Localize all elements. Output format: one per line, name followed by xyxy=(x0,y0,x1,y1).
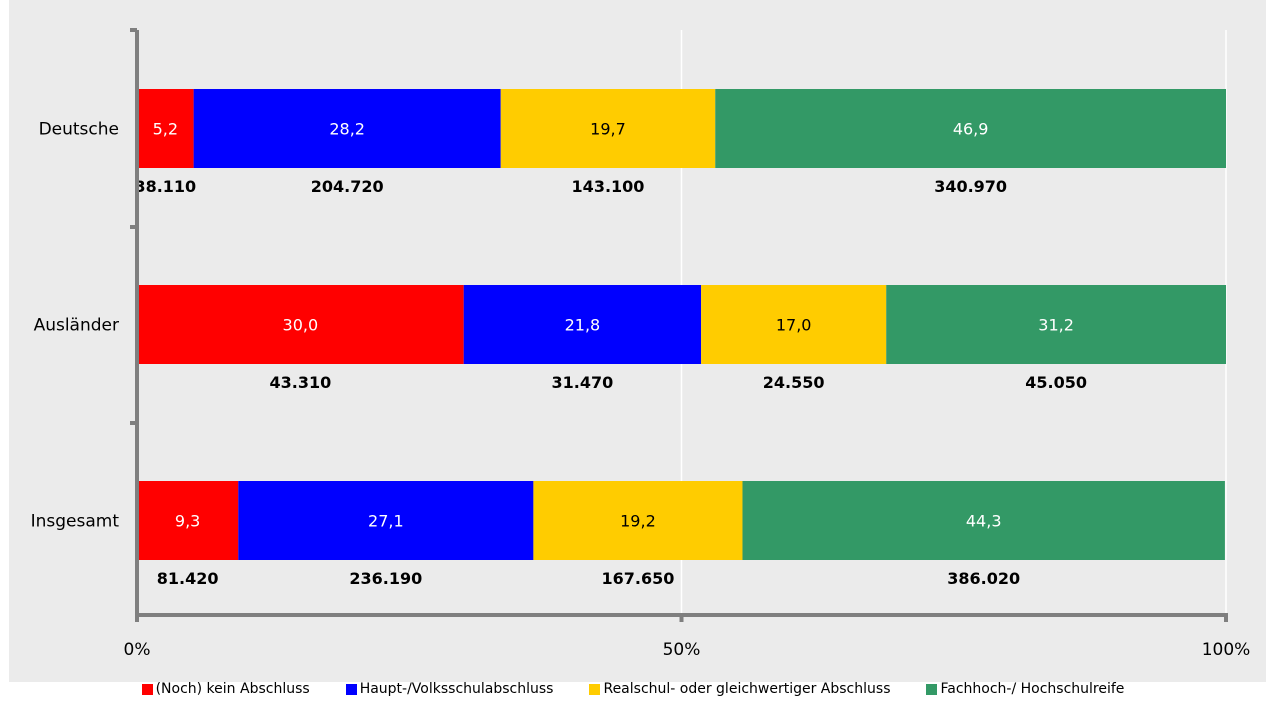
count-label-1-3: 45.050 xyxy=(1025,373,1087,392)
bar-segment-0-3 xyxy=(715,89,1226,168)
bar-segment-1-1 xyxy=(463,285,702,364)
bar-segment-0-1 xyxy=(193,89,501,168)
data-label-2-2: 19,2 xyxy=(620,512,656,531)
count-label-2-3: 386.020 xyxy=(947,569,1020,588)
data-label-1-3: 31,2 xyxy=(1038,316,1074,335)
legend-item-2: Realschul- oder gleichwertiger Abschluss xyxy=(589,681,890,697)
data-label-0-2: 19,7 xyxy=(590,120,626,139)
count-label-0-0: 38.110 xyxy=(134,177,196,196)
legend-label-3: Fachhoch-/ Hochschulreife xyxy=(940,681,1125,697)
legend-item-3: Fachhoch-/ Hochschulreife xyxy=(926,681,1124,697)
legend-label-2: Realschul- oder gleichwertiger Abschluss xyxy=(603,681,891,697)
legend-swatch-2 xyxy=(589,683,601,695)
data-label-2-3: 44,3 xyxy=(966,512,1002,531)
bar-segment-0-2 xyxy=(500,89,716,168)
count-label-1-1: 31.470 xyxy=(552,373,614,392)
x-tick-label-0: 0% xyxy=(124,640,151,660)
count-label-2-2: 167.650 xyxy=(602,569,675,588)
count-label-0-1: 204.720 xyxy=(311,177,384,196)
bar-segment-1-3 xyxy=(886,285,1226,364)
stacked-bar-chart: 5,2 38.110 28,2 204.720 19,7 143.100 46,9 340.9… xyxy=(31,28,1251,660)
bar-segment-2-2 xyxy=(533,481,743,560)
count-label-2-0: 81.420 xyxy=(157,569,219,588)
legend: (Noch) kein Abschluss Haupt-/Volksschulab… xyxy=(0,678,1266,700)
legend-item-1: Haupt-/Volksschulabschluss xyxy=(345,681,554,697)
legend-label-0: (Noch) kein Abschluss xyxy=(155,681,310,697)
data-label-0-3: 46,9 xyxy=(953,120,989,139)
data-label-2-1: 27,1 xyxy=(368,512,404,531)
legend-item-0: (Noch) kein Abschluss xyxy=(141,681,310,697)
legend-label-1: Haupt-/Volksschulabschluss xyxy=(359,681,554,697)
x-tick-label-50: 50% xyxy=(663,640,701,660)
bar-segment-2-0 xyxy=(137,481,239,560)
legend-swatch-0 xyxy=(141,683,153,695)
data-label-1-1: 21,8 xyxy=(565,316,601,335)
x-tick-label-100: 100% xyxy=(1202,640,1251,660)
bar-segment-2-1 xyxy=(238,481,534,560)
bar-segment-2-3 xyxy=(742,481,1225,560)
category-label-0: Deutsche xyxy=(39,120,119,140)
category-label-1: Ausländer xyxy=(34,316,119,336)
count-label-0-2: 143.100 xyxy=(572,177,645,196)
bar-segment-0-0 xyxy=(137,89,194,168)
data-label-0-1: 28,2 xyxy=(329,120,365,139)
bar-segment-1-2 xyxy=(701,285,887,364)
chart-area: 5,2 38.110 28,2 204.720 19,7 143.100 46,9 340.9… xyxy=(9,0,1266,682)
data-label-2-0: 9,3 xyxy=(175,512,200,531)
data-label-0-0: 5,2 xyxy=(153,120,178,139)
legend-swatch-1 xyxy=(345,683,357,695)
count-label-0-3: 340.970 xyxy=(934,177,1007,196)
data-label-1-0: 30,0 xyxy=(283,316,319,335)
legend-swatch-3 xyxy=(926,683,938,695)
count-label-1-2: 24.550 xyxy=(763,373,825,392)
category-label-2: Insgesamt xyxy=(31,512,120,532)
data-label-1-2: 17,0 xyxy=(776,316,812,335)
bar-segment-1-0 xyxy=(137,285,464,364)
count-label-2-1: 236.190 xyxy=(349,569,422,588)
count-label-1-0: 43.310 xyxy=(269,373,331,392)
